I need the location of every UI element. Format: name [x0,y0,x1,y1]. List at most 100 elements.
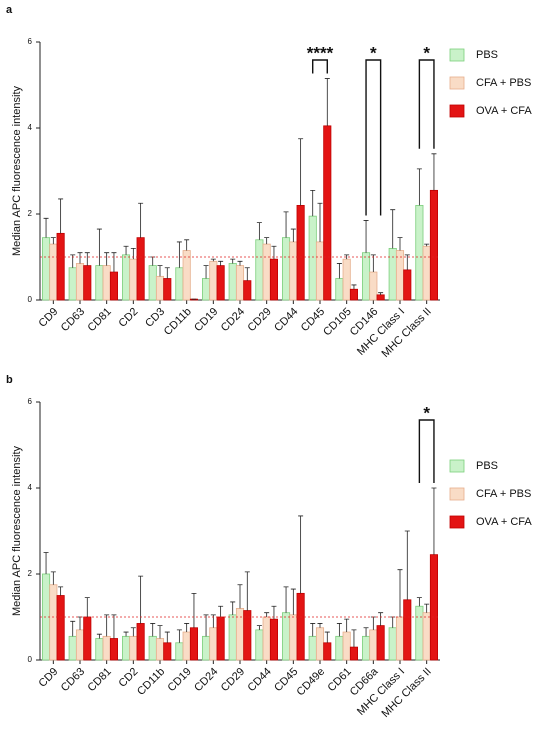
error-bar [104,252,110,266]
error-bar [298,138,304,206]
error-bar [50,237,56,245]
error-bar [164,631,170,643]
bar [68,267,77,301]
bar [296,204,305,301]
error-bar [431,487,437,555]
significance-label: * [423,43,430,62]
error-bar [123,631,129,637]
error-bar [150,623,156,637]
x-tick-label: CD81 [85,306,113,334]
error-bar [397,237,403,251]
error-bar [404,254,410,270]
error-bar [256,625,262,630]
error-bar [123,245,129,255]
bar [209,260,218,301]
bar [289,614,298,661]
error-bar [424,603,430,613]
bar [49,243,58,301]
bar [369,271,378,301]
x-tick-label: CD24 [219,306,247,334]
bar [163,642,172,661]
bar [235,608,245,661]
error-bar [424,243,430,247]
significance-label: **** [307,43,334,62]
bar [342,631,351,661]
error-bar [104,614,110,637]
error-bar [264,237,270,245]
error-bar [378,612,384,626]
bar [429,189,438,301]
x-tick-label: CD44 [245,666,273,694]
significance-bracket [365,59,382,216]
legend-swatch [449,48,465,62]
error-bar [324,631,330,643]
legend-label: OVA + CFA [476,516,532,528]
bar [175,267,184,301]
panel-label: a [6,4,13,16]
error-bar [191,592,197,628]
bar [235,265,245,301]
bar [349,288,358,301]
bar [228,263,237,301]
bar [182,631,191,661]
x-tick-label: CD44 [272,306,300,334]
y-tick-label: 0 [28,295,33,304]
bar [342,258,351,301]
error-bar [336,623,342,637]
error-bar [230,601,236,615]
x-tick-label: CD11b [162,306,194,338]
error-bar [351,629,357,648]
bar [415,204,424,301]
bar [395,616,405,661]
bar [369,629,378,661]
bar [163,278,172,301]
bar [148,265,157,301]
bar [201,278,211,301]
error-bar [77,252,83,264]
x-tick-label: CD24 [192,666,220,694]
error-bar [336,263,342,279]
error-bar [84,252,90,266]
x-tick-label: CD9 [36,306,60,330]
error-bar [58,198,64,234]
error-bar [218,605,224,617]
error-bar [176,241,182,268]
bar [201,635,211,661]
bar [308,635,317,661]
bar [403,269,412,301]
bar [56,232,65,301]
bar [209,627,218,661]
bar [376,294,385,301]
bar [315,627,325,661]
bar [129,258,138,301]
error-bar [390,209,396,249]
bar [155,638,165,661]
y-tick-label: 0 [28,655,33,664]
y-tick-label: 2 [28,209,33,218]
bar [323,642,332,661]
panel-label: b [6,374,13,386]
error-bar [184,623,190,633]
error-bar [43,217,49,238]
error-bar [138,575,144,624]
bar [262,243,271,301]
bar [308,215,317,301]
bar [388,247,397,301]
legend-label: OVA + CFA [476,105,532,117]
bar [281,612,291,661]
bar [281,237,291,301]
bar [122,635,131,661]
error-bar [310,623,316,637]
bar [136,237,145,301]
error-bar [176,629,182,643]
error-bar [370,616,376,630]
significance-bracket [418,59,435,149]
error-bar [324,78,330,126]
error-bar [317,202,323,242]
bar [335,635,344,661]
x-tick-label: CD49e [294,666,327,699]
bar [422,612,431,661]
bar [403,599,412,661]
bar [68,635,77,661]
